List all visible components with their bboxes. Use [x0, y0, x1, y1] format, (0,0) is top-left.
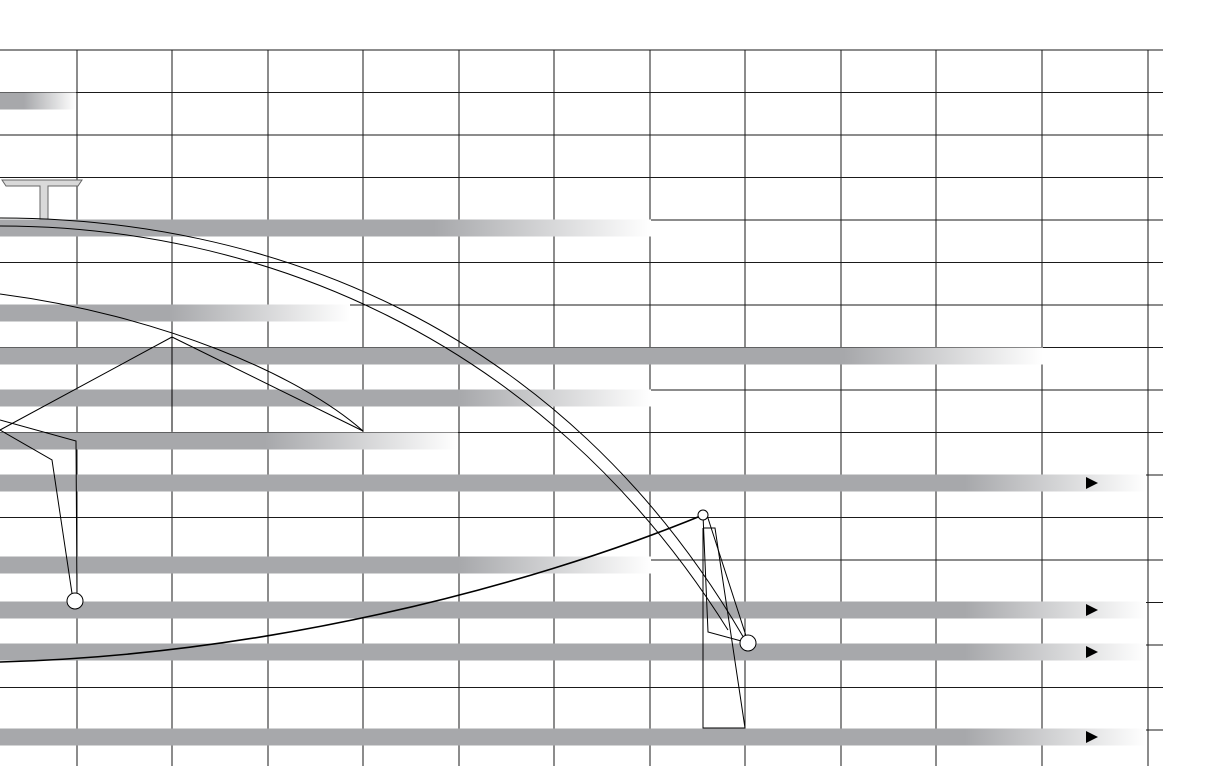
markers — [66, 509, 757, 652]
outer-arc-inner — [0, 225, 729, 631]
lower-curve — [0, 514, 704, 663]
circle-marker-icon — [697, 509, 709, 521]
right-arrow-icon — [1086, 646, 1098, 658]
timeline-bar — [0, 219, 651, 237]
timeline-bar — [0, 389, 651, 407]
circle-marker-icon — [66, 592, 84, 610]
left-leg-inner — [0, 429, 74, 601]
timeline-bar — [0, 347, 1043, 365]
left-leg — [0, 419, 78, 601]
circle-marker-icon — [739, 634, 757, 652]
orbital-curves — [0, 179, 749, 729]
right-arrow-icon — [1086, 604, 1098, 616]
right-column — [702, 527, 746, 729]
outer-arc — [0, 217, 746, 641]
right-strut — [702, 514, 746, 643]
right-arrow-icon — [1086, 731, 1098, 743]
timeline-bar — [0, 474, 1146, 492]
timeline-bar — [0, 643, 1146, 661]
timeline-bar — [0, 304, 350, 322]
right-strut-outer — [705, 511, 749, 643]
timeline-bar — [0, 432, 458, 450]
right-arrow-icon — [1086, 477, 1098, 489]
timeline-bar — [0, 92, 76, 110]
t-beam-icon — [1, 179, 83, 220]
inner-arc — [0, 293, 364, 432]
timeline-bar — [0, 556, 651, 574]
timeline-bars — [0, 92, 1146, 746]
timeline-bar — [0, 728, 1146, 746]
timeline-bar — [0, 601, 1146, 619]
